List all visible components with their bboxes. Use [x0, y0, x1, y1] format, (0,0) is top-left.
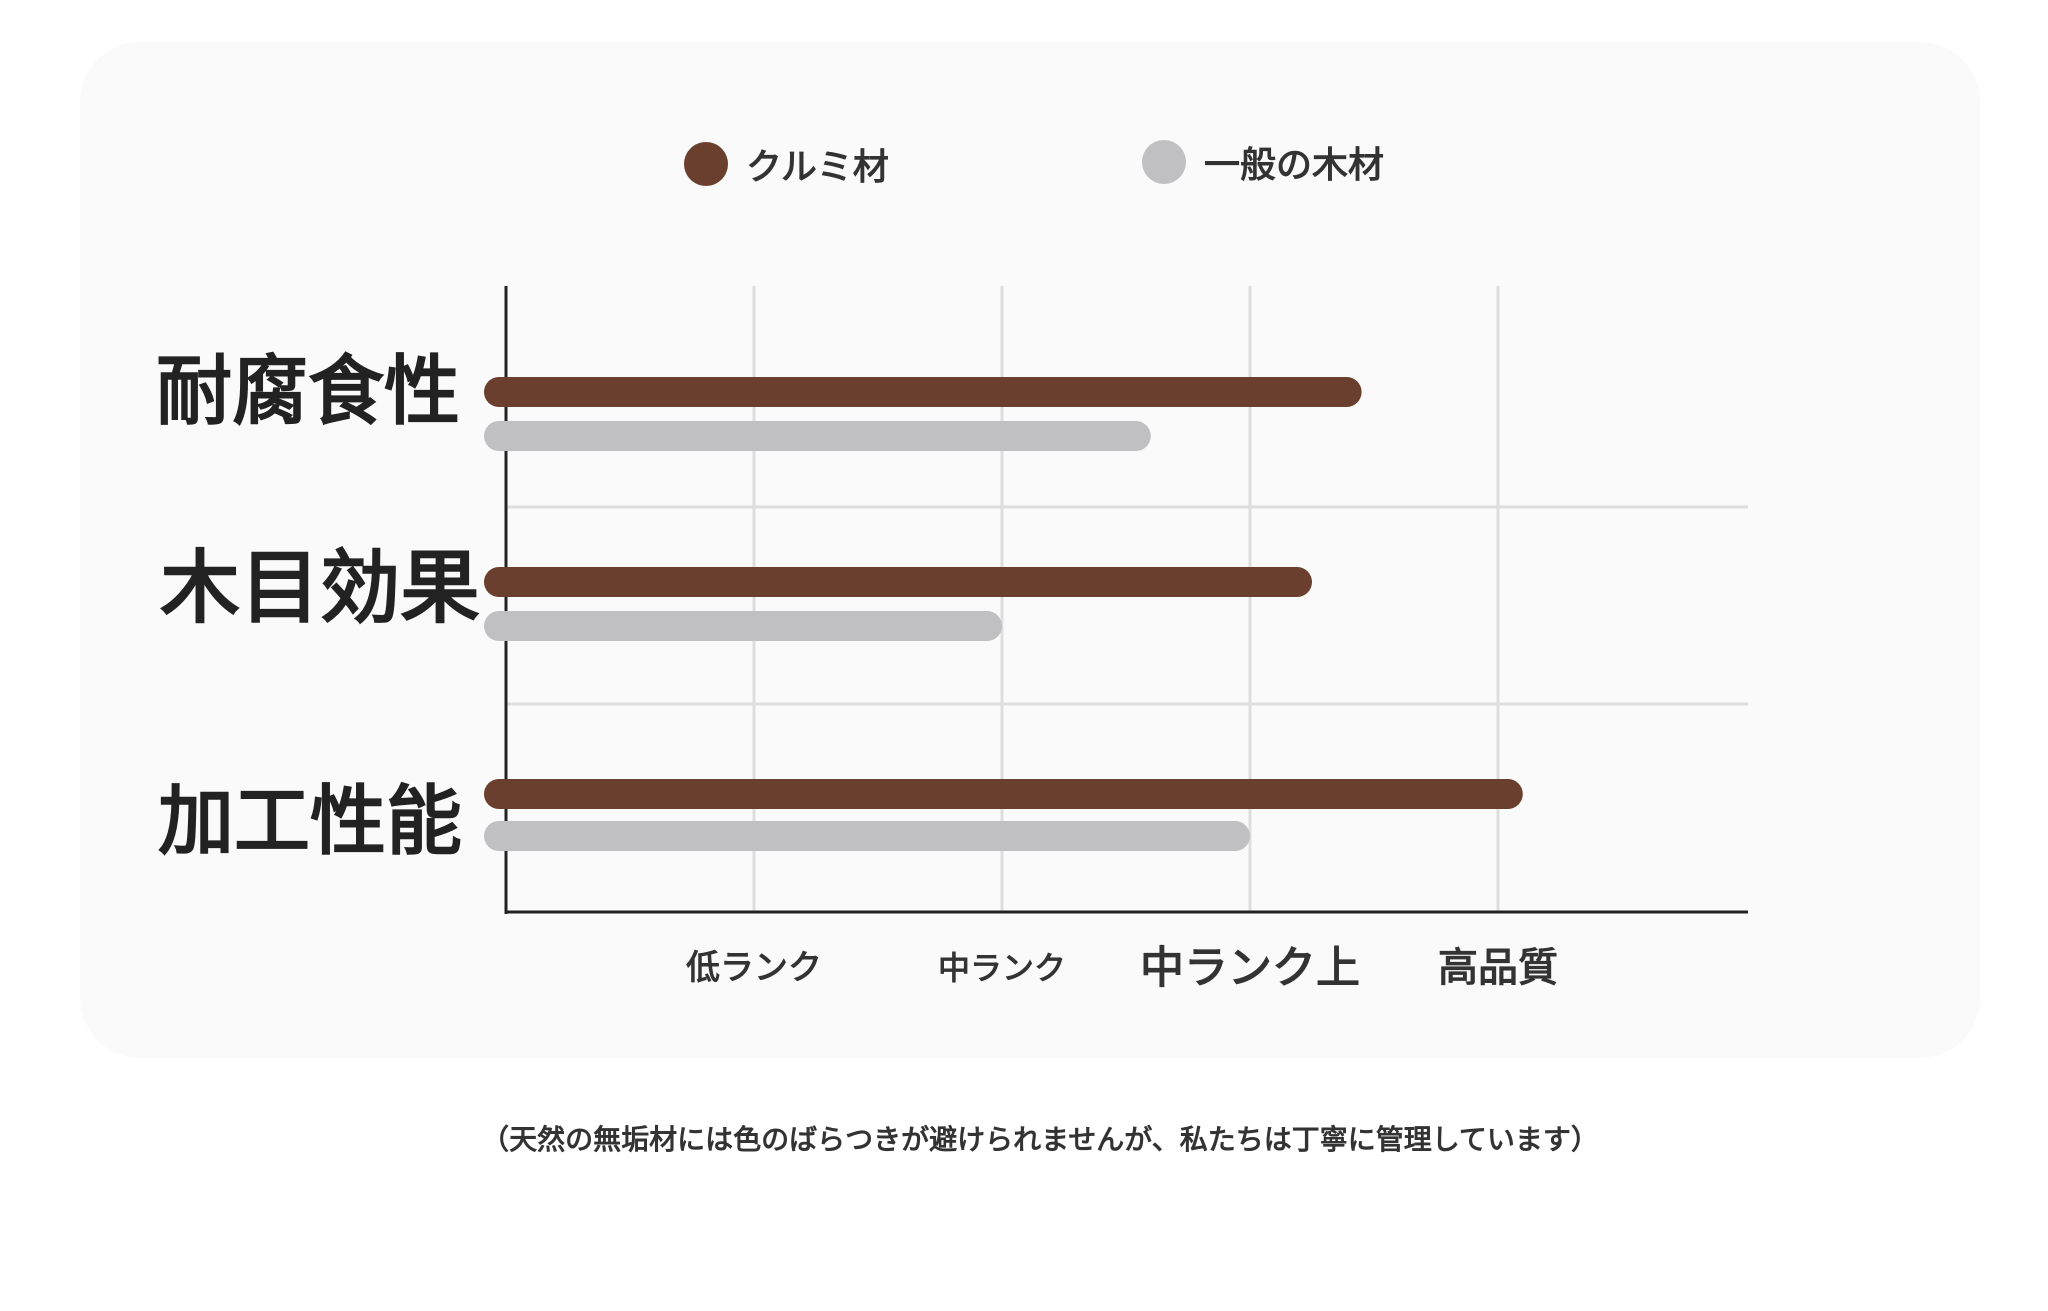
legend-item-general-wood: 一般の木材	[1142, 136, 1384, 188]
category-label: 加工性能	[158, 777, 462, 866]
bar-general-wood	[484, 821, 1250, 851]
chart-card	[80, 42, 1980, 1058]
category-label: 耐腐食性	[156, 347, 460, 436]
x-tick-label: 中ランク上	[1140, 943, 1360, 994]
x-tick-label: 高品質	[1438, 945, 1558, 991]
footnote: （天然の無垢材には色のばらつきが避けられませんが、私たちは丁寧に管理しています）	[481, 1123, 1599, 1156]
category-label: 木目効果	[160, 542, 480, 635]
bar-walnut	[484, 779, 1523, 809]
legend-swatch-walnut	[684, 142, 728, 186]
legend-label-walnut: クルミ材	[746, 147, 889, 188]
bar-general-wood	[484, 421, 1151, 451]
legend-swatch-general-wood	[1142, 140, 1186, 184]
x-tick-label: 中ランク	[938, 949, 1066, 987]
x-tick-label: 低ランク	[686, 948, 822, 988]
bar-walnut	[484, 567, 1312, 597]
legend-item-walnut: クルミ材	[684, 138, 889, 190]
legend-label-general-wood: 一般の木材	[1204, 145, 1385, 186]
bar-walnut	[484, 377, 1362, 407]
bar-general-wood	[484, 611, 1002, 641]
